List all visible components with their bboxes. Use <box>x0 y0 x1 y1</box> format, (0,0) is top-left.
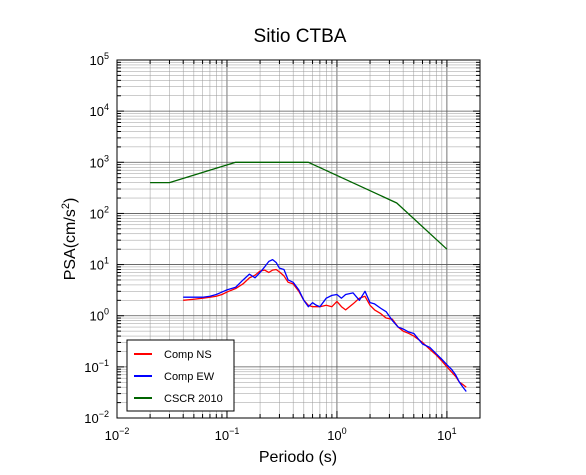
series-line-ew <box>183 258 467 392</box>
y-tick-label-exponent: 3 <box>104 153 109 163</box>
x-tick-label: 100 <box>327 426 346 443</box>
y-tick-label-base: 10 <box>84 411 98 426</box>
plot-frame <box>116 59 481 419</box>
y-tick-label-base: 10 <box>84 360 98 375</box>
y-tick-label: 105 <box>90 51 109 68</box>
series-line-cscr <box>150 161 448 250</box>
y-axis-label-sup: 2 <box>60 203 72 209</box>
y-tick-label-base: 10 <box>90 206 104 221</box>
axis-ticks <box>116 59 481 419</box>
y-axis-label-close: ) <box>62 198 79 203</box>
y-tick-label: 102 <box>90 204 109 221</box>
y-tick-label-exponent: 2 <box>104 204 109 214</box>
y-tick-label-base: 10 <box>90 309 104 324</box>
y-tick-label-base: 10 <box>90 53 104 68</box>
y-tick-label-base: 10 <box>90 155 104 170</box>
legend-label-ns: Comp NS <box>164 349 212 361</box>
y-tick-label-exponent: 4 <box>104 102 109 112</box>
x-tick-labels: 10−2 10−1 100 101 <box>105 426 457 443</box>
y-tick-label-exponent: −1 <box>99 358 109 368</box>
y-tick-label-exponent: 5 <box>104 51 109 61</box>
x-tick-label: 10−2 <box>105 426 130 443</box>
x-tick-label-base: 10 <box>105 428 119 443</box>
y-tick-label: 103 <box>90 153 109 170</box>
y-tick-label-base: 10 <box>90 104 104 119</box>
y-tick-label-exponent: −2 <box>99 409 109 419</box>
y-tick-label: 100 <box>90 307 109 324</box>
y-tick-label: 101 <box>90 256 109 273</box>
y-tick-label-exponent: 0 <box>104 307 109 317</box>
x-tick-label-exponent: 1 <box>452 426 457 436</box>
x-tick-label-exponent: −2 <box>119 426 129 436</box>
x-tick-label-base: 10 <box>327 428 341 443</box>
x-tick-label: 101 <box>437 426 456 443</box>
grid-lines <box>116 59 481 419</box>
x-tick-label-exponent: 0 <box>342 426 347 436</box>
legend-label-cscr: CSCR 2010 <box>164 393 223 405</box>
y-axis-label-base: PSA(cm/s <box>62 209 79 280</box>
x-tick-label: 10−1 <box>215 426 240 443</box>
legend: Comp NS Comp EW CSCR 2010 <box>126 339 235 412</box>
y-tick-label-exponent: 1 <box>104 256 109 266</box>
y-tick-label: 10−2 <box>84 409 109 426</box>
y-tick-label: 104 <box>90 102 109 119</box>
legend-label-ew: Comp EW <box>164 371 215 383</box>
y-tick-label: 10−1 <box>84 358 109 375</box>
y-axis-label: PSA(cm/s2) <box>60 198 79 281</box>
x-tick-label-base: 10 <box>437 428 451 443</box>
x-tick-label-exponent: −1 <box>229 426 239 436</box>
y-tick-label-base: 10 <box>90 258 104 273</box>
x-axis-label: Periodo (s) <box>259 449 337 466</box>
chart-title: Sitio CTBA <box>254 26 347 47</box>
x-tick-label-base: 10 <box>215 428 229 443</box>
series-lines <box>150 161 467 392</box>
